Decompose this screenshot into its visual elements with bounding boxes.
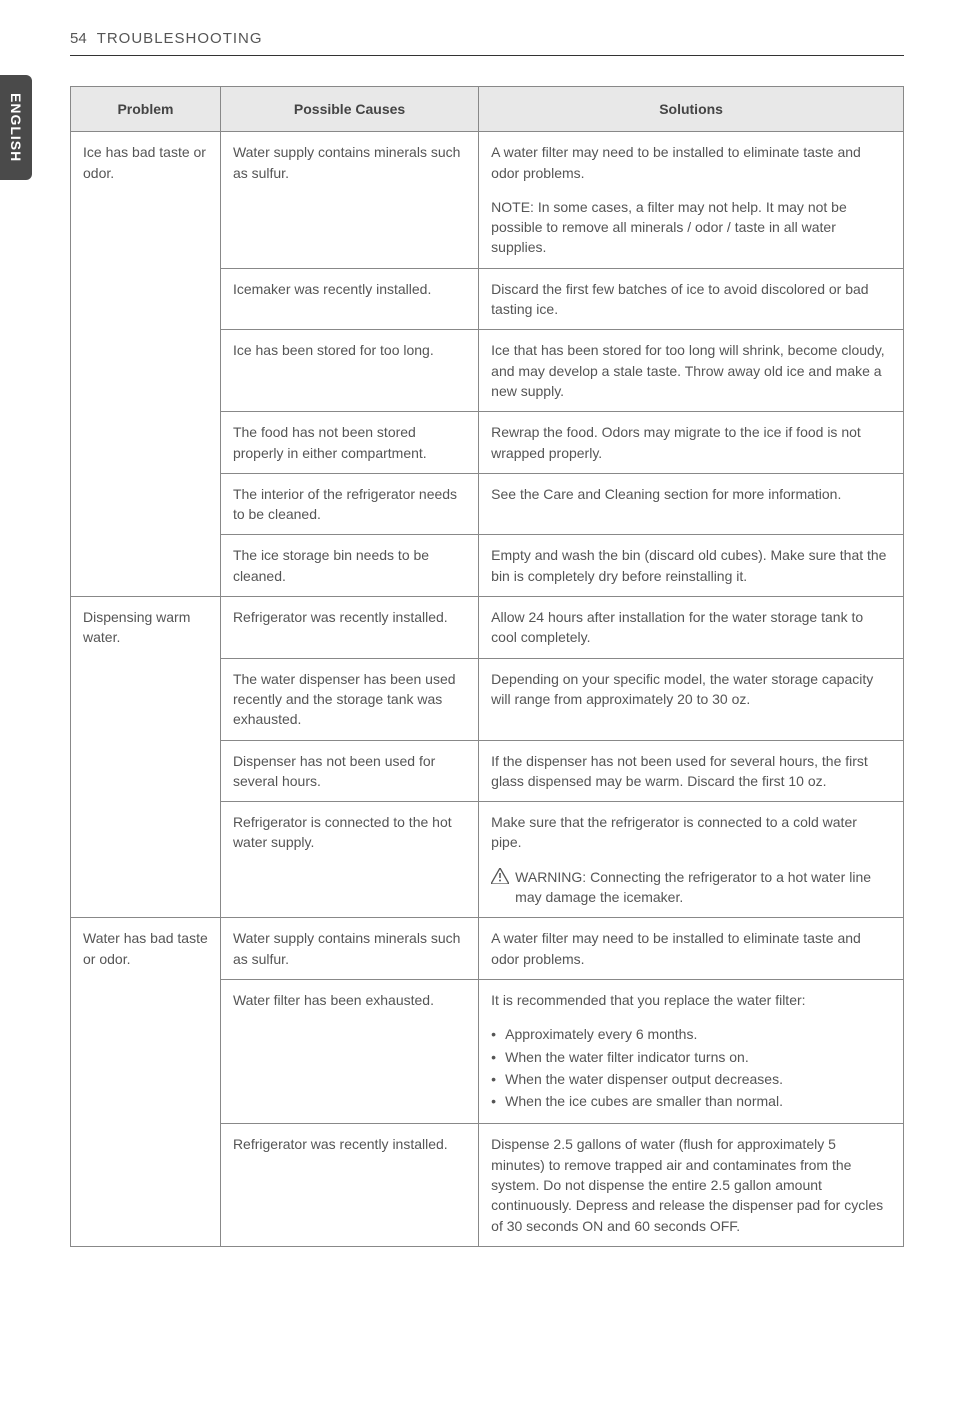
solution-cell: Empty and wash the bin (discard old cube… xyxy=(479,535,904,597)
solution-text: A water filter may need to be installed … xyxy=(491,928,891,969)
solution-cell: Allow 24 hours after installation for th… xyxy=(479,597,904,659)
page-header: 54 TROUBLESHOOTING xyxy=(70,30,904,56)
cause-cell: The interior of the refrigerator needs t… xyxy=(220,473,478,535)
solution-text: Rewrap the food. Odors may migrate to th… xyxy=(491,422,891,463)
header-causes: Possible Causes xyxy=(220,87,478,132)
solution-cell: Rewrap the food. Odors may migrate to th… xyxy=(479,412,904,474)
solution-cell: Ice that has been stored for too long wi… xyxy=(479,330,904,412)
problem-cell: Dispensing warm water. xyxy=(71,597,221,918)
cause-cell: The water dispenser has been used recent… xyxy=(220,658,478,740)
cause-cell: Refrigerator was recently installed. xyxy=(220,597,478,659)
solution-cell: A water filter may need to be installed … xyxy=(479,918,904,980)
cause-cell: Ice has been stored for too long. xyxy=(220,330,478,412)
list-item: When the water dispenser output decrease… xyxy=(491,1069,891,1089)
header-solutions: Solutions xyxy=(479,87,904,132)
cause-cell: Water supply contains minerals such as s… xyxy=(220,132,478,268)
language-tab: ENGLISH xyxy=(0,75,32,180)
solution-text: Make sure that the refrigerator is conne… xyxy=(491,812,891,853)
solution-cell: Dispense 2.5 gallons of water (flush for… xyxy=(479,1124,904,1246)
solution-text: Empty and wash the bin (discard old cube… xyxy=(491,545,891,586)
troubleshooting-table: Problem Possible Causes Solutions Ice ha… xyxy=(70,86,904,1247)
solution-text: See the Care and Cleaning section for mo… xyxy=(491,484,891,504)
solution-text: NOTE: In some cases, a filter may not he… xyxy=(491,197,891,258)
solution-cell: A water filter may need to be installed … xyxy=(479,132,904,268)
warning-text: WARNING: Connecting the refrigerator to … xyxy=(515,867,891,908)
problem-cell: Ice has bad taste or odor. xyxy=(71,132,221,597)
solution-text: Dispense 2.5 gallons of water (flush for… xyxy=(491,1134,891,1235)
problem-cell: Water has bad taste or odor. xyxy=(71,918,221,1247)
cause-cell: The food has not been stored properly in… xyxy=(220,412,478,474)
solution-cell: It is recommended that you replace the w… xyxy=(479,979,904,1123)
solution-cell: See the Care and Cleaning section for mo… xyxy=(479,473,904,535)
solution-text: Discard the first few batches of ice to … xyxy=(491,279,891,320)
solution-text: Allow 24 hours after installation for th… xyxy=(491,607,891,648)
list-item: When the water filter indicator turns on… xyxy=(491,1047,891,1067)
page-number: 54 xyxy=(70,30,87,47)
warning-block: WARNING: Connecting the refrigerator to … xyxy=(491,867,891,908)
solution-text: Ice that has been stored for too long wi… xyxy=(491,340,891,401)
solution-text: It is recommended that you replace the w… xyxy=(491,990,891,1010)
section-title: TROUBLESHOOTING xyxy=(97,30,263,47)
cause-cell: The ice storage bin needs to be cleaned. xyxy=(220,535,478,597)
cause-cell: Refrigerator was recently installed. xyxy=(220,1124,478,1246)
cause-cell: Refrigerator is connected to the hot wat… xyxy=(220,802,478,918)
warning-icon xyxy=(491,868,509,889)
solution-cell: Make sure that the refrigerator is conne… xyxy=(479,802,904,918)
solution-cell: If the dispenser has not been used for s… xyxy=(479,740,904,802)
cause-cell: Water filter has been exhausted. xyxy=(220,979,478,1123)
cause-cell: Dispenser has not been used for several … xyxy=(220,740,478,802)
solution-text: Depending on your specific model, the wa… xyxy=(491,669,891,710)
solution-text: If the dispenser has not been used for s… xyxy=(491,751,891,792)
list-item: Approximately every 6 months. xyxy=(491,1024,891,1044)
cause-cell: Water supply contains minerals such as s… xyxy=(220,918,478,980)
solution-cell: Discard the first few batches of ice to … xyxy=(479,268,904,330)
solution-cell: Depending on your specific model, the wa… xyxy=(479,658,904,740)
list-item: When the ice cubes are smaller than norm… xyxy=(491,1091,891,1111)
header-problem: Problem xyxy=(71,87,221,132)
solution-text: A water filter may need to be installed … xyxy=(491,142,891,183)
bullet-list: Approximately every 6 months. When the w… xyxy=(491,1024,891,1111)
cause-cell: Icemaker was recently installed. xyxy=(220,268,478,330)
